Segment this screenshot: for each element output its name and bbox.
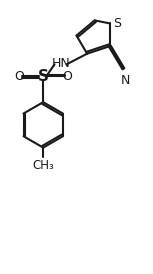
Text: N: N — [121, 74, 130, 87]
Text: O: O — [62, 70, 72, 83]
Text: CH₃: CH₃ — [32, 159, 54, 172]
Text: S: S — [113, 17, 121, 30]
Text: HN: HN — [52, 57, 71, 70]
Text: S: S — [38, 69, 49, 84]
Text: O: O — [14, 70, 24, 83]
